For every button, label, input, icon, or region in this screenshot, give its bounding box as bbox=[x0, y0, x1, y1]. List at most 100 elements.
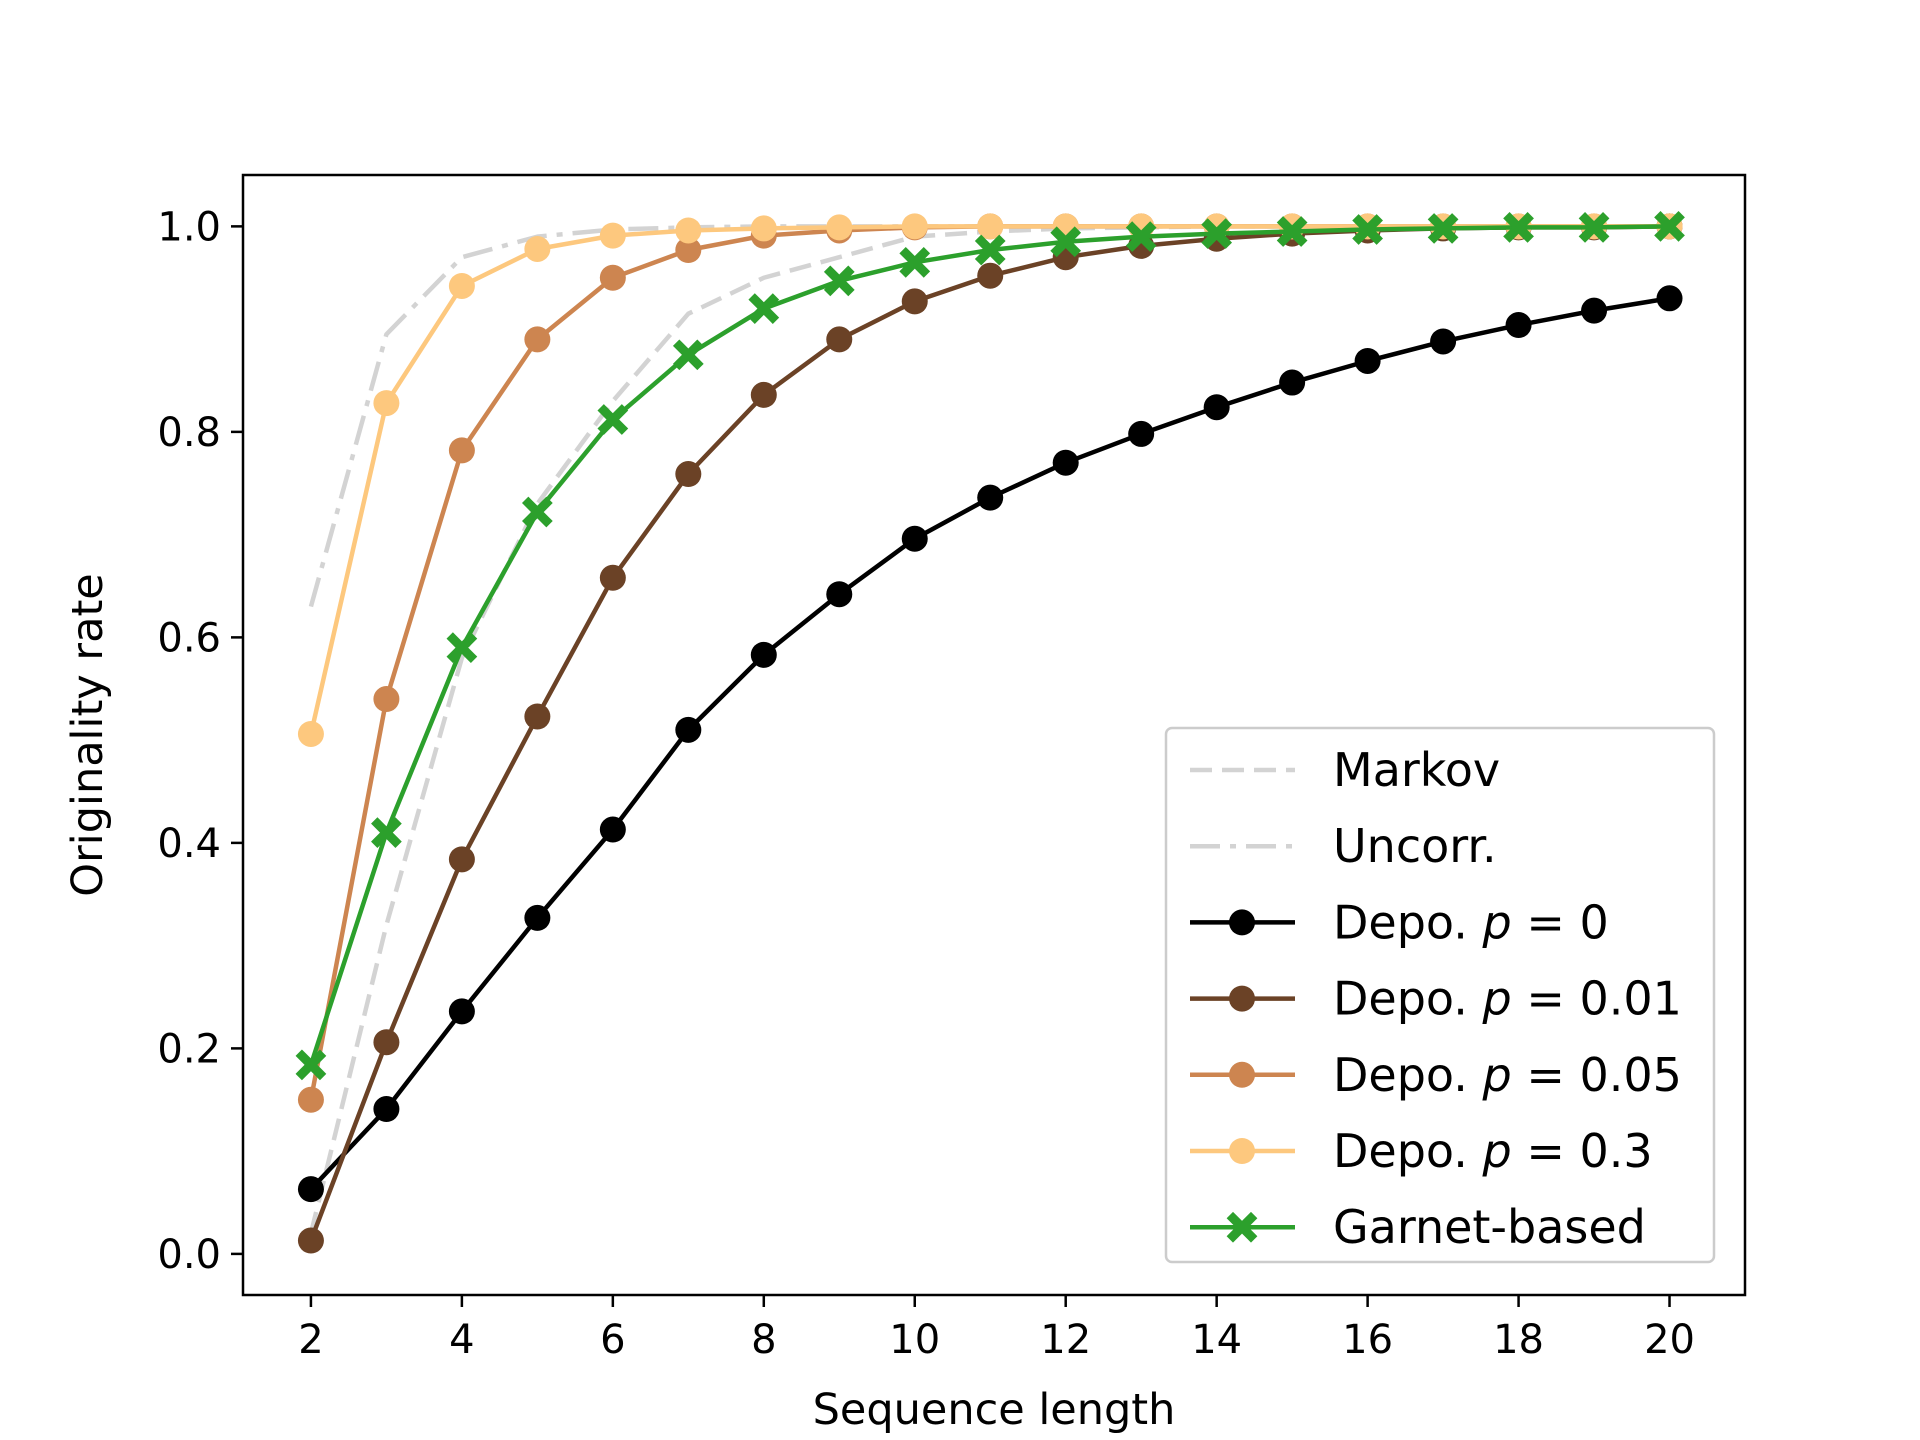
data-point bbox=[675, 461, 702, 488]
data-point bbox=[1503, 212, 1534, 243]
plot-area bbox=[295, 211, 1685, 1254]
data-point bbox=[599, 564, 626, 591]
data-point bbox=[1354, 347, 1381, 374]
data-point bbox=[675, 716, 702, 743]
data-point bbox=[524, 235, 551, 262]
y-tick-label: 0.2 bbox=[157, 1026, 221, 1072]
data-point bbox=[295, 1049, 327, 1081]
data-point bbox=[524, 703, 551, 730]
data-point bbox=[901, 213, 928, 240]
data-point bbox=[1427, 213, 1459, 244]
data-point bbox=[750, 641, 777, 668]
data-point bbox=[899, 246, 931, 278]
data-point bbox=[675, 237, 702, 264]
data-point bbox=[675, 217, 702, 244]
legend-entry: Depo. p = 0 bbox=[1190, 895, 1609, 949]
legend: Markov Uncorr. Depo. p = 0 Depo. p = 0.01 De… bbox=[1164, 726, 1716, 1264]
data-point bbox=[1430, 328, 1457, 355]
y-axis-ticks: 0.0 0.2 0.4 0.6 0.8 1.0 bbox=[157, 204, 243, 1278]
data-point bbox=[524, 904, 551, 931]
y-tick-label: 0.4 bbox=[157, 821, 221, 867]
legend-entry: Depo. p = 0.05 bbox=[1190, 1048, 1682, 1102]
legend-label: Depo. p = 0.3 bbox=[1333, 1124, 1653, 1178]
data-point bbox=[597, 404, 629, 435]
data-point bbox=[1128, 420, 1155, 447]
data-point bbox=[521, 496, 553, 528]
axes-frame bbox=[241, 173, 1747, 1297]
data-point bbox=[826, 581, 853, 608]
data-point bbox=[1203, 394, 1230, 421]
series-6 bbox=[295, 211, 1685, 1081]
series-5 bbox=[297, 213, 1683, 747]
x-tick-label: 18 bbox=[1493, 1317, 1544, 1363]
y-tick-label: 0.0 bbox=[157, 1232, 221, 1278]
data-point bbox=[448, 846, 475, 873]
x-tick-label: 20 bbox=[1644, 1317, 1695, 1363]
data-point bbox=[1581, 297, 1608, 324]
legend-entry: Garnet-based bbox=[1190, 1200, 1646, 1254]
legend-entry: Depo. p = 0.01 bbox=[1190, 972, 1682, 1026]
x-tick-label: 8 bbox=[751, 1317, 776, 1363]
data-point bbox=[748, 293, 780, 324]
data-point bbox=[373, 1096, 400, 1123]
data-point bbox=[373, 1029, 400, 1056]
data-point bbox=[1654, 211, 1685, 242]
data-point bbox=[599, 816, 626, 843]
data-point bbox=[823, 265, 855, 297]
legend-label: Depo. p = 0.01 bbox=[1333, 972, 1682, 1026]
data-point bbox=[977, 484, 1004, 511]
data-point bbox=[297, 1227, 324, 1254]
data-point bbox=[974, 234, 1006, 266]
data-point bbox=[297, 720, 324, 747]
data-point bbox=[1279, 369, 1306, 396]
data-point bbox=[1578, 212, 1610, 243]
data-point bbox=[826, 214, 853, 241]
legend-entry: Depo. p = 0.3 bbox=[1190, 1124, 1653, 1178]
y-tick-label: 0.8 bbox=[157, 410, 221, 456]
x-tick-label: 12 bbox=[1040, 1317, 1091, 1363]
data-point bbox=[373, 686, 400, 713]
data-point bbox=[672, 339, 704, 371]
y-tick-label: 0.6 bbox=[157, 615, 221, 661]
x-tick-label: 2 bbox=[298, 1317, 323, 1363]
legend-label: Markov bbox=[1333, 743, 1500, 797]
data-point bbox=[1505, 312, 1532, 339]
x-tick-label: 14 bbox=[1191, 1317, 1242, 1363]
data-point bbox=[599, 222, 626, 249]
data-point bbox=[977, 213, 1004, 240]
x-tick-label: 6 bbox=[600, 1317, 625, 1363]
data-point bbox=[901, 288, 928, 315]
legend-label: Depo. p = 0 bbox=[1333, 895, 1609, 949]
legend-box bbox=[1164, 726, 1716, 1264]
data-point bbox=[1656, 285, 1683, 312]
y-tick-label: 1.0 bbox=[157, 204, 221, 250]
x-tick-label: 4 bbox=[449, 1317, 474, 1363]
legend-swatch-marker bbox=[1229, 909, 1255, 936]
legend-label: Garnet-based bbox=[1333, 1200, 1646, 1254]
data-point bbox=[826, 326, 853, 353]
data-point bbox=[750, 215, 777, 242]
x-tick-label: 10 bbox=[889, 1317, 940, 1363]
data-point bbox=[1352, 214, 1383, 245]
x-axis-label: Sequence length bbox=[813, 1385, 1176, 1435]
legend-label: Uncorr. bbox=[1333, 819, 1497, 873]
data-point bbox=[1050, 226, 1082, 258]
data-point bbox=[448, 272, 475, 299]
data-point bbox=[1276, 216, 1308, 247]
legend-label: Depo. p = 0.05 bbox=[1333, 1048, 1682, 1102]
legend-swatch-marker bbox=[1229, 985, 1255, 1012]
data-point bbox=[297, 1086, 324, 1113]
data-point bbox=[1125, 221, 1157, 253]
legend-entry: Uncorr. bbox=[1190, 819, 1497, 873]
series-2 bbox=[297, 285, 1683, 1203]
data-point bbox=[599, 264, 626, 291]
x-tick-label: 16 bbox=[1342, 1317, 1393, 1363]
legend-swatch-marker bbox=[1229, 1061, 1255, 1088]
x-axis-ticks: 2 4 6 8 10 12 14 16 18 20 bbox=[298, 1295, 1695, 1363]
data-point bbox=[1201, 218, 1233, 249]
data-point bbox=[448, 437, 475, 464]
data-point bbox=[1052, 449, 1079, 476]
data-point bbox=[371, 817, 402, 848]
series-line bbox=[308, 224, 1670, 735]
